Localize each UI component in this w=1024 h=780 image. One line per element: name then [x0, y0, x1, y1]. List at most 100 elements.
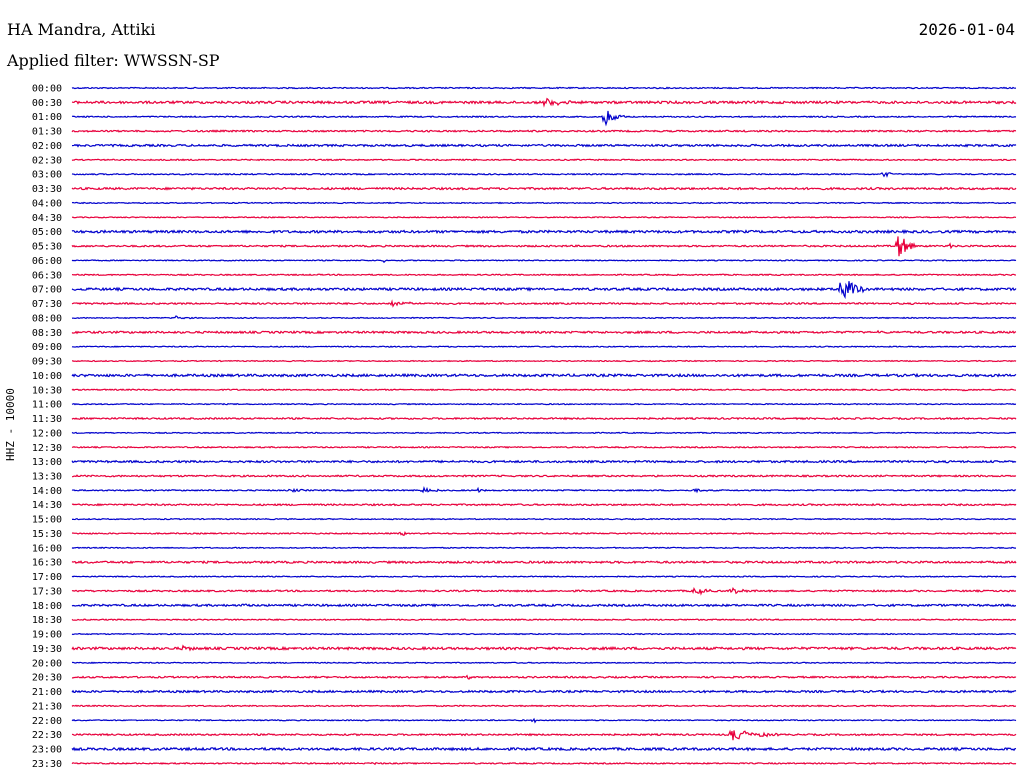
seismic-trace-1830	[71, 618, 1017, 622]
seismic-trace-0730	[71, 299, 1017, 308]
time-tick-label: 09:00	[32, 342, 62, 353]
time-tick-label: 00:00	[32, 84, 62, 95]
time-tick-label: 20:00	[32, 658, 62, 669]
time-tick-label: 02:30	[32, 155, 62, 166]
time-tick-label: 06:00	[32, 256, 62, 267]
time-tick-label: 23:30	[32, 759, 62, 770]
seismic-trace-0000	[71, 86, 1017, 90]
seismic-trace-0830	[71, 329, 1017, 335]
time-tick-label: 19:30	[32, 644, 62, 655]
time-tick-label: 01:00	[32, 112, 62, 123]
time-tick-label: 04:00	[32, 198, 62, 209]
time-tick-label: 14:30	[32, 500, 62, 511]
seismic-trace-2030	[71, 674, 1017, 680]
seismic-trace-0200	[71, 143, 1017, 148]
seismic-trace-1300	[71, 459, 1017, 464]
time-tick-label: 05:30	[32, 242, 62, 253]
seismic-trace-1230	[71, 445, 1017, 449]
time-tick-label: 01:30	[32, 127, 62, 138]
seismic-trace-1600	[71, 546, 1017, 550]
seismic-trace-1800	[71, 603, 1017, 608]
time-tick-label: 20:30	[32, 673, 62, 684]
time-tick-label: 08:00	[32, 313, 62, 324]
time-tick-label: 03:00	[32, 170, 62, 181]
time-tick-label: 07:00	[32, 285, 62, 296]
time-tick-label: 07:30	[32, 299, 62, 310]
time-tick-label: 21:30	[32, 701, 62, 712]
time-tick-label: 14:00	[32, 486, 62, 497]
time-tick-label: 16:00	[32, 543, 62, 554]
seismic-trace-1000	[71, 372, 1017, 378]
seismic-trace-0700	[71, 281, 1017, 300]
seismic-trace-1430	[71, 502, 1017, 507]
filter-label: Applied filter: WWSSN-SP	[7, 51, 220, 70]
seismic-trace-0430	[71, 215, 1017, 219]
time-tick-label: 17:00	[32, 572, 62, 583]
seismic-trace-0300	[71, 171, 1017, 178]
time-tick-label: 18:00	[32, 601, 62, 612]
seismic-trace-0130	[71, 129, 1017, 133]
time-tick-label: 19:00	[32, 630, 62, 641]
seismic-trace-1130	[71, 416, 1017, 421]
time-tick-label: 17:30	[32, 586, 62, 597]
seismic-trace-0030	[71, 97, 1017, 108]
seismic-trace-1400	[71, 486, 1017, 494]
time-tick-label: 06:30	[32, 270, 62, 281]
time-tick-label: 11:30	[32, 414, 62, 425]
seismic-trace-0530	[71, 236, 1017, 257]
date-label: 2026-01-04	[918, 20, 1015, 39]
seismic-trace-1700	[71, 575, 1017, 578]
time-tick-label: 10:30	[32, 385, 62, 396]
seismic-trace-1630	[71, 560, 1017, 565]
seismic-trace-2100	[71, 689, 1017, 694]
time-tick-label: 16:30	[32, 558, 62, 569]
time-tick-label: 23:00	[32, 745, 62, 756]
time-tick-label: 04:30	[32, 213, 62, 224]
time-tick-label: 15:30	[32, 529, 62, 540]
seismic-trace-2200	[71, 717, 1017, 724]
seismic-trace-0900	[71, 345, 1017, 348]
time-tick-label: 12:30	[32, 443, 62, 454]
seismic-trace-1900	[71, 632, 1017, 636]
time-tick-label: 03:30	[32, 184, 62, 195]
time-tick-label: 13:30	[32, 471, 62, 482]
time-tick-label: 15:00	[32, 515, 62, 526]
time-tick-label: 13:00	[32, 457, 62, 468]
seismic-trace-0330	[71, 186, 1017, 191]
seismic-trace-2300	[71, 746, 1017, 752]
seismic-trace-0930	[72, 359, 1017, 363]
seismic-trace-1200	[71, 431, 1017, 435]
seismic-trace-1030	[71, 388, 1017, 392]
seismic-trace-2330	[71, 761, 1017, 766]
time-tick-label: 22:30	[32, 730, 62, 741]
seismic-trace-0800	[71, 315, 1017, 320]
seismic-trace-1330	[71, 474, 1017, 478]
time-tick-label: 11:00	[32, 400, 62, 411]
seismic-trace-1100	[71, 402, 1017, 406]
station-title: HA Mandra, Attiki	[7, 20, 156, 39]
seismic-trace-1530	[71, 530, 1017, 537]
seismic-trace-2000	[71, 661, 1017, 665]
seismic-trace-0600	[71, 259, 1017, 264]
time-tick-label: 00:30	[32, 98, 62, 109]
seismic-trace-0400	[71, 201, 1017, 205]
seismic-trace-0230	[71, 158, 1017, 162]
time-tick-label: 22:00	[32, 716, 62, 727]
seismic-trace-2130	[71, 704, 1017, 708]
seismic-trace-1500	[71, 517, 1017, 521]
time-tick-label: 08:30	[32, 328, 62, 339]
seismic-trace-1730	[71, 586, 1017, 596]
time-tick-label: 09:30	[32, 357, 62, 368]
seismic-trace-0630	[71, 273, 1017, 277]
time-tick-label: 10:00	[32, 371, 62, 382]
seismic-trace-1930	[71, 644, 1017, 652]
seismic-trace-0500	[71, 229, 1017, 235]
time-tick-label: 02:00	[32, 141, 62, 152]
time-tick-label: 18:30	[32, 615, 62, 626]
seismic-trace-2230	[71, 729, 1017, 741]
time-tick-label: 05:00	[32, 227, 62, 238]
seismic-trace-0100	[71, 110, 1017, 127]
time-tick-label: 21:00	[32, 687, 62, 698]
time-tick-label: 12:00	[32, 428, 62, 439]
